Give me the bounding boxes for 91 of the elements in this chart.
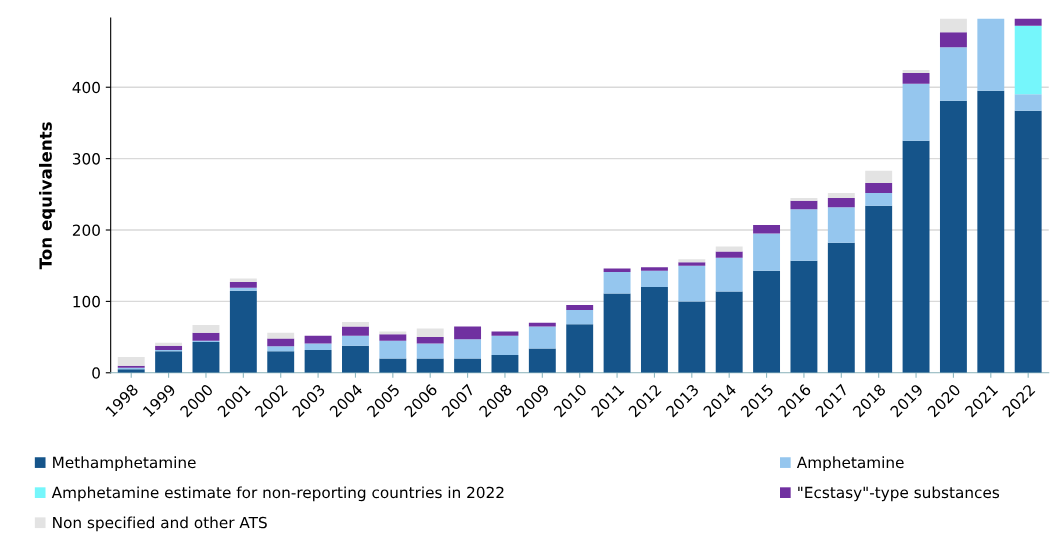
bar — [454, 326, 482, 340]
bar — [603, 272, 631, 294]
y-axis-title: Ton equivalents — [38, 122, 56, 270]
bar — [827, 192, 855, 198]
bar — [715, 291, 743, 373]
legend-label: "Ecstasy"-type substances — [798, 486, 1000, 502]
y-tick-label: 0 — [92, 367, 100, 379]
bar — [267, 346, 295, 352]
legend-label: Non specified and other ATS — [53, 516, 267, 532]
bar — [267, 338, 295, 347]
bar — [827, 207, 855, 243]
bar — [342, 335, 369, 346]
bar — [603, 293, 631, 373]
bar — [902, 140, 930, 373]
y-tick-label: 200 — [72, 224, 100, 237]
bar — [640, 267, 668, 271]
bar — [342, 322, 369, 327]
legend-label: Amphetamine estimate for non-reporting countries in 2022 — [51, 486, 504, 502]
bar — [117, 357, 145, 366]
bar — [865, 170, 893, 183]
bar — [1014, 25, 1042, 95]
bar — [267, 351, 295, 373]
bar — [155, 351, 183, 373]
bar — [304, 349, 332, 373]
bar — [454, 358, 482, 373]
bar — [902, 83, 930, 141]
bar — [902, 72, 930, 84]
legend-label: Methamphetamine — [53, 456, 196, 472]
bar — [454, 339, 482, 359]
bar — [939, 47, 967, 101]
bar — [566, 309, 594, 325]
bar — [267, 332, 295, 339]
bar — [865, 182, 893, 193]
bar — [491, 331, 519, 336]
bar — [790, 209, 818, 261]
bar — [1014, 94, 1042, 111]
bar — [342, 326, 369, 336]
bar — [977, 18, 1005, 91]
bar — [715, 246, 743, 252]
bar — [192, 324, 220, 333]
bar — [155, 345, 183, 350]
bar — [865, 205, 893, 373]
bar — [865, 192, 893, 206]
bar — [491, 335, 519, 355]
bar — [416, 358, 444, 373]
bar — [528, 348, 556, 373]
bar — [379, 334, 407, 341]
bar — [342, 345, 369, 373]
y-tick-label: 100 — [73, 295, 100, 308]
bar — [790, 260, 818, 373]
bar — [416, 328, 444, 338]
y-tick-label: 300 — [72, 153, 100, 165]
bar — [640, 270, 668, 288]
bar — [1014, 110, 1042, 373]
bar — [790, 200, 818, 210]
bar — [229, 287, 257, 291]
bar — [977, 90, 1005, 373]
bar — [939, 18, 967, 33]
bar — [715, 257, 743, 292]
y-tick-label: 400 — [72, 81, 100, 94]
bar — [379, 340, 407, 359]
bar — [753, 233, 781, 271]
bar — [1014, 18, 1042, 26]
bar — [491, 354, 519, 373]
bar — [753, 270, 781, 373]
bar — [640, 287, 668, 373]
bar — [939, 32, 967, 48]
bar — [192, 332, 220, 341]
bar — [155, 342, 183, 346]
bar — [304, 335, 332, 344]
bar — [229, 290, 257, 373]
bar — [528, 326, 556, 349]
bar — [827, 197, 855, 208]
bar — [416, 337, 444, 344]
bar — [827, 242, 855, 373]
bar — [678, 265, 706, 302]
legend-label: Amphetamine — [796, 456, 904, 472]
bar — [379, 358, 407, 373]
bar — [566, 324, 594, 373]
bar — [229, 282, 257, 288]
bar — [304, 343, 332, 350]
bar — [566, 304, 594, 310]
bar — [715, 251, 743, 258]
bar — [753, 225, 781, 234]
bar — [790, 197, 818, 201]
bar — [678, 301, 706, 373]
bar — [939, 100, 967, 373]
bar — [379, 331, 407, 335]
bar — [192, 342, 220, 373]
bar — [416, 343, 444, 359]
bar — [902, 70, 930, 73]
